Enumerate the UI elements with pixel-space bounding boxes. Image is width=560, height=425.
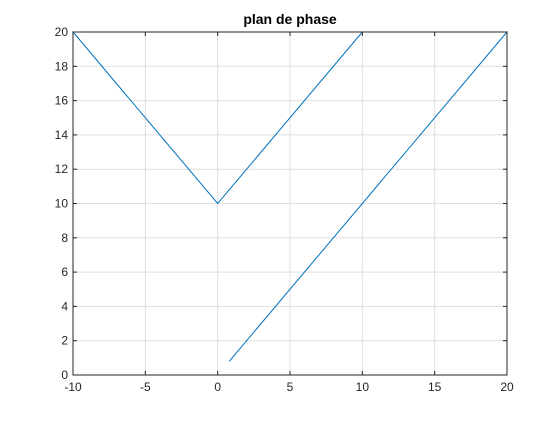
chart-title: plan de phase [243,11,337,27]
y-tick-label: 4 [61,299,68,313]
x-tick-label: 5 [287,380,294,394]
y-tick-label: 20 [55,25,69,39]
x-tick-label: -5 [140,380,151,394]
y-tick-label: 8 [61,231,68,245]
ticks [72,31,508,376]
x-tick-label: 20 [500,380,514,394]
y-tick-label: 10 [55,197,69,211]
y-tick-labels: 0 2 4 6 8 10 12 14 16 18 20 [55,25,69,382]
y-tick-label: 12 [55,162,69,176]
y-tick-label: 16 [55,94,69,108]
y-tick-label: 2 [61,334,68,348]
grid [72,31,508,376]
x-tick-labels: -10 -5 0 5 10 15 20 [64,380,514,394]
x-tick-label: -10 [64,380,82,394]
y-tick-label: 14 [55,128,69,142]
y-tick-label: 6 [61,265,68,279]
y-tick-label: 18 [55,59,69,73]
x-tick-label: 15 [428,380,442,394]
x-tick-label: 0 [214,380,221,394]
x-tick-label: 10 [356,380,370,394]
y-tick-label: 0 [61,368,68,382]
